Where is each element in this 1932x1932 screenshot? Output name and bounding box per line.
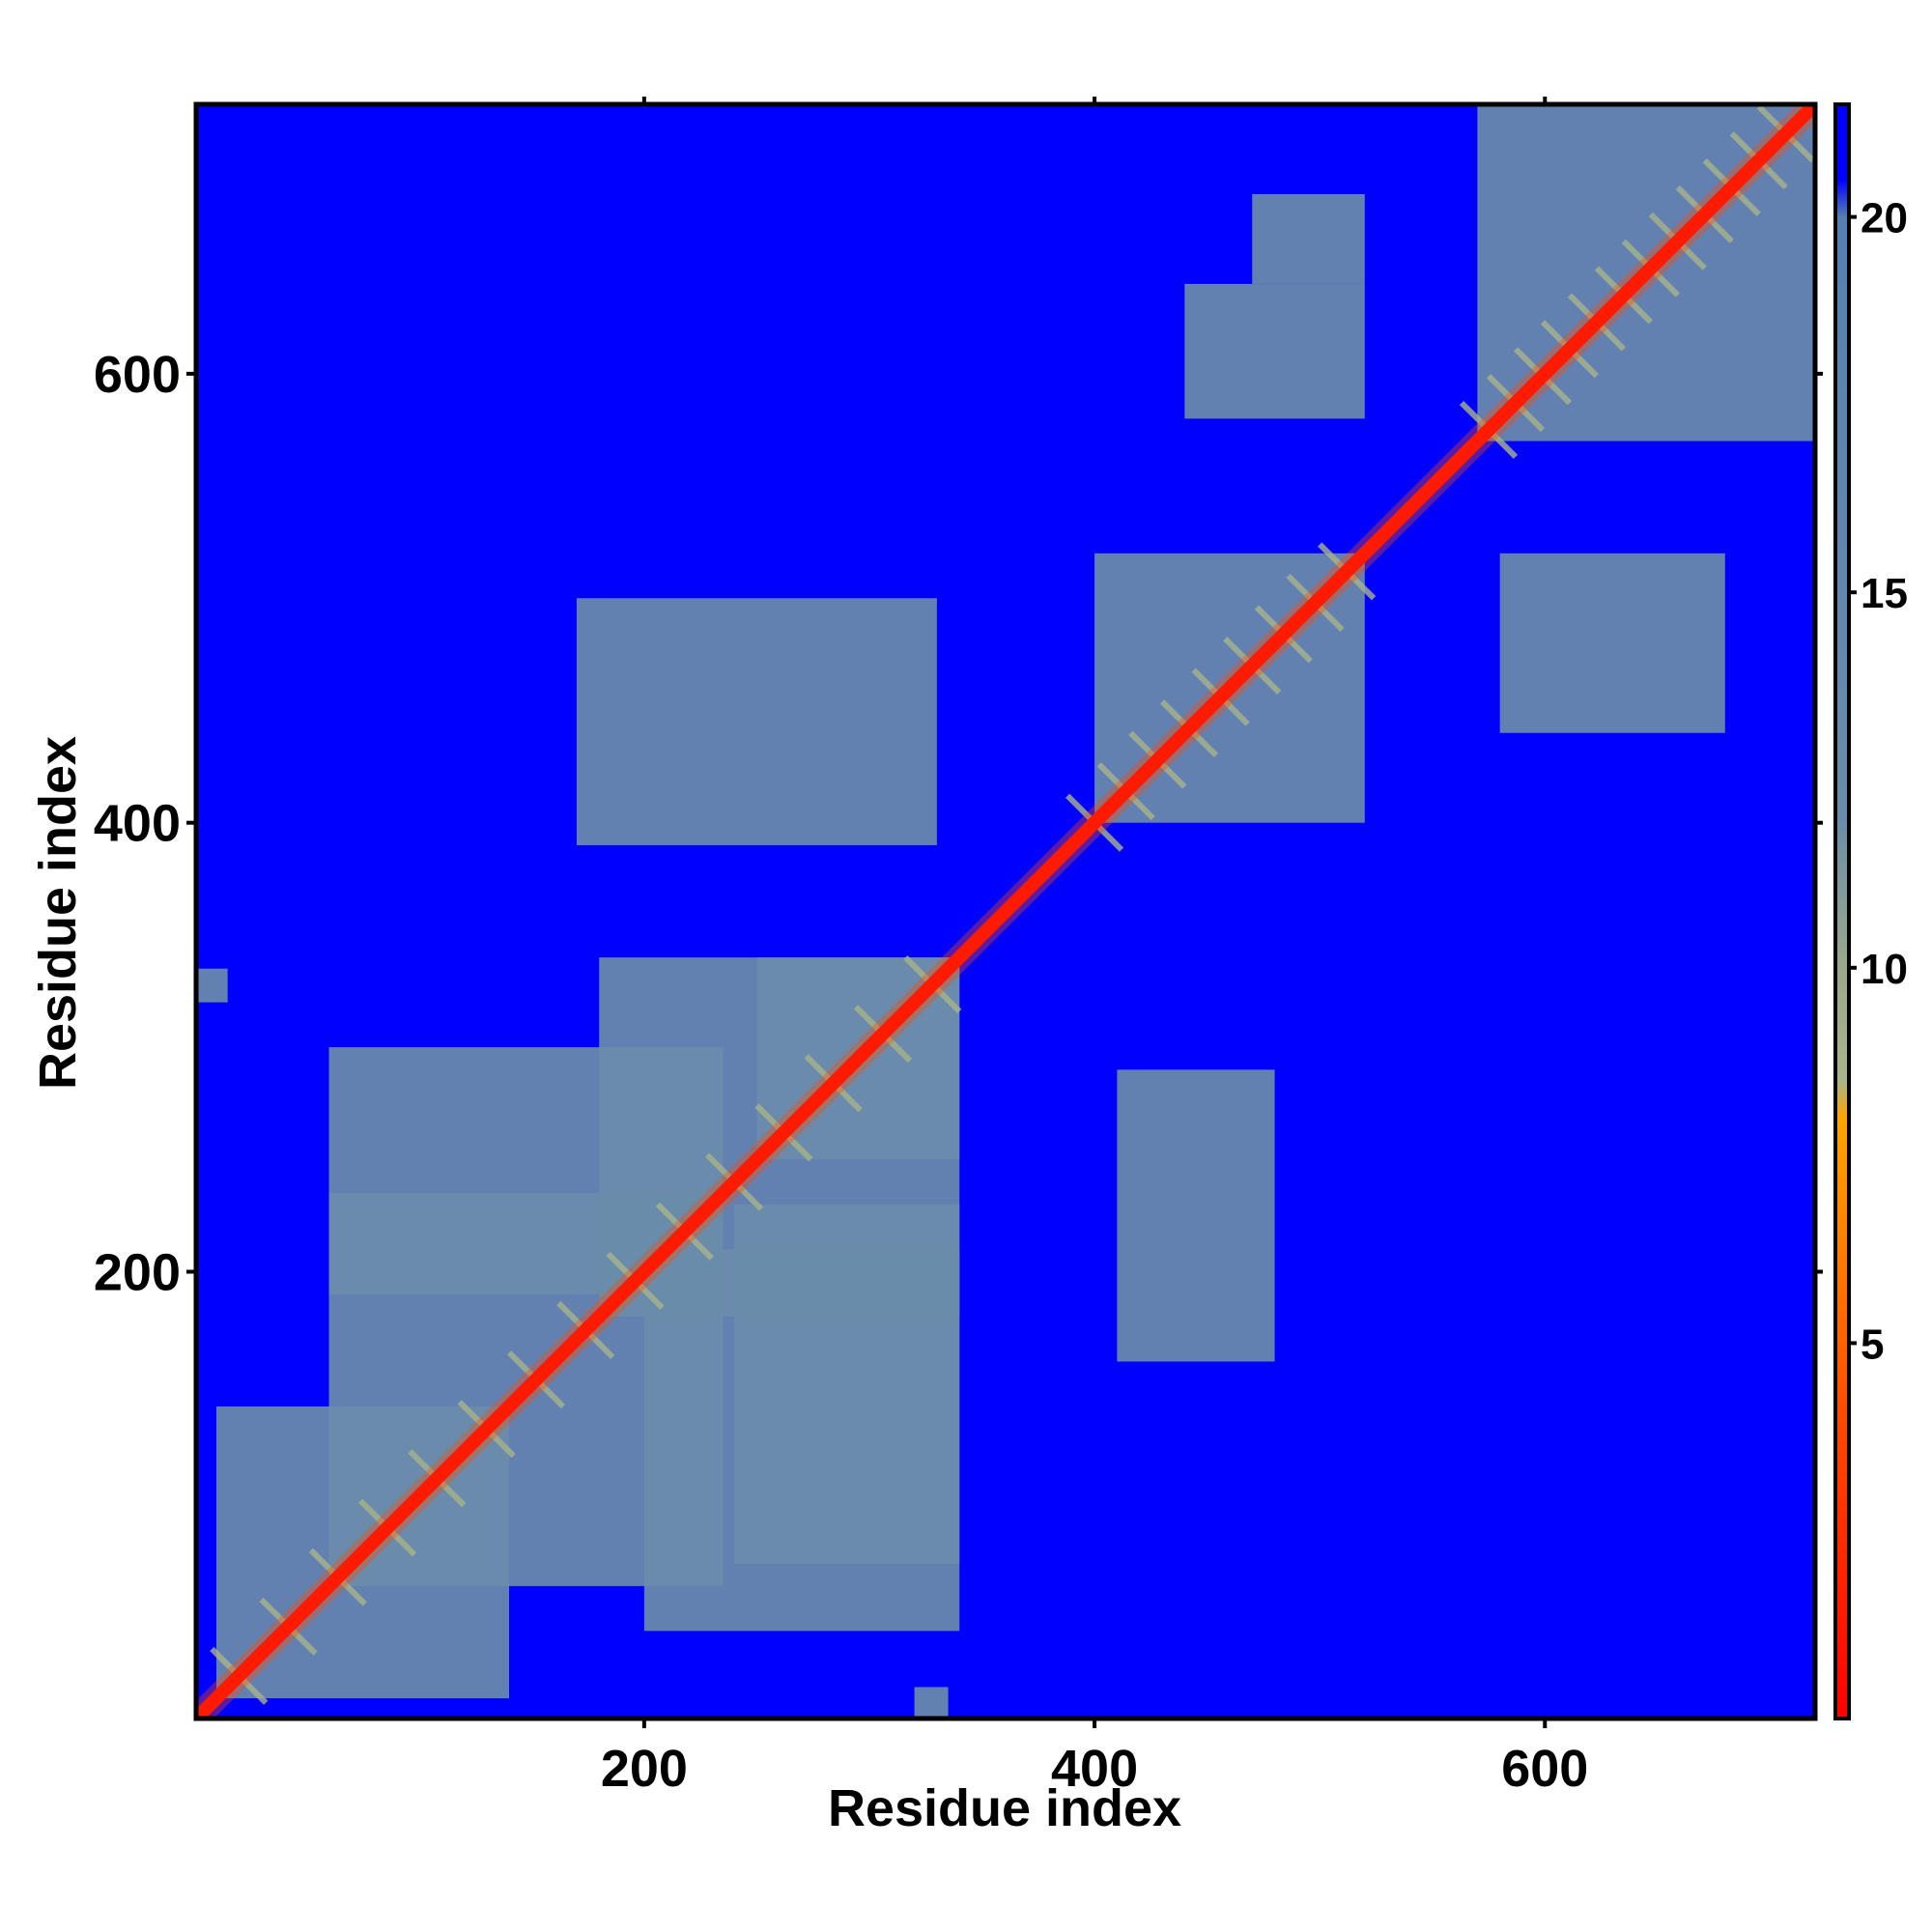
y-tick-label: 400 xyxy=(94,795,181,853)
contact-domain-10 xyxy=(1184,283,1365,419)
x-axis-title: Residue index xyxy=(828,1779,1181,1837)
contact-domain-7 xyxy=(643,1249,960,1632)
right-axis-ticks xyxy=(1815,371,1823,1274)
contact-domain-13 xyxy=(196,968,228,1003)
colorbar-tick-label: 10 xyxy=(1861,946,1908,993)
colorbar-tick-label: 5 xyxy=(1861,1321,1884,1368)
colorbar xyxy=(1833,102,1851,1720)
colorbar-tick-label: 15 xyxy=(1861,570,1908,617)
contact-domain-15 xyxy=(1117,1069,1275,1362)
colorbar-ticks: 5 10 15 20 xyxy=(1849,195,1908,1368)
x-axis: 200 400 600 xyxy=(601,1719,1588,1798)
x-tick-label: 600 xyxy=(1501,1740,1588,1798)
y-tick-label: 600 xyxy=(94,346,181,404)
contact-domain-12 xyxy=(1499,553,1725,733)
heatmap-cells xyxy=(196,104,1815,1719)
colorbar-tick-label: 20 xyxy=(1861,195,1908,242)
x-tick-label: 200 xyxy=(601,1740,688,1798)
plot-frame xyxy=(193,101,1818,1721)
top-axis-ticks xyxy=(641,97,1548,104)
y-tick-label: 200 xyxy=(94,1244,181,1302)
diagonal-band xyxy=(196,104,1815,1719)
contact-domain-16 xyxy=(576,598,937,845)
x-tick-label: 400 xyxy=(1051,1740,1138,1798)
y-axis: 200 400 600 xyxy=(94,346,196,1302)
y-axis-title: Residue index xyxy=(29,736,87,1090)
contact-domain-14 xyxy=(914,1687,949,1719)
diagonal-halo xyxy=(196,104,1815,1719)
contact-domain-11 xyxy=(1252,193,1365,284)
